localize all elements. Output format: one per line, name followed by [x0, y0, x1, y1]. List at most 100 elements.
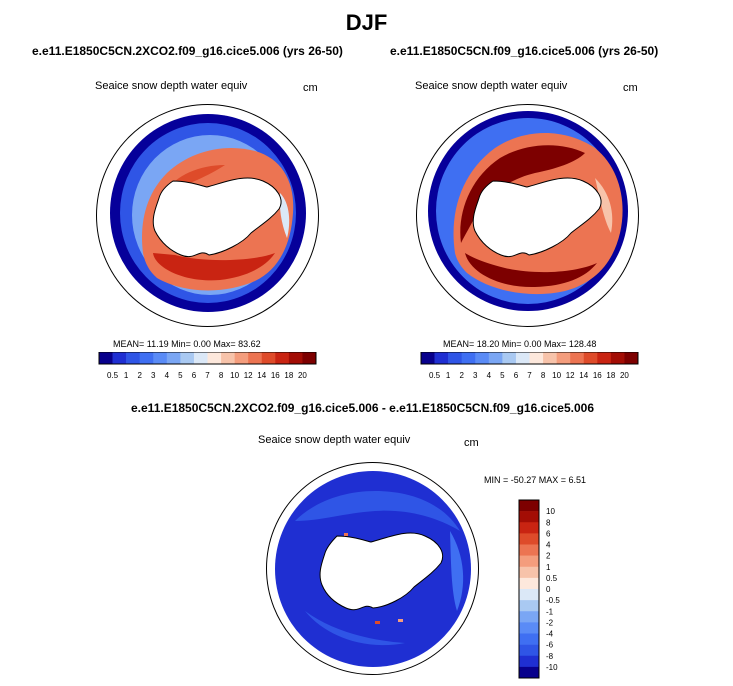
panel2-colorbar-tick-label: 0.5 [429, 371, 441, 380]
panel3-colorbar-tick-label: 8 [546, 518, 551, 527]
panel2-colorbar-tick-label: 12 [566, 371, 575, 380]
panel1-colorbar-tick-label: 2 [137, 371, 142, 380]
panel3-colorbar-swatch [519, 544, 539, 556]
panel1-colorbar: 0.5 1 2 3 4 5 6 7 8 10 12 14 16 18 20 [98, 352, 317, 380]
panel1-variable-label: Seaice snow depth water equiv [95, 80, 248, 92]
panel1-stats: MEAN= 11.19 Min= 0.00 Max= 83.62 [113, 339, 261, 349]
panel2-colorbar-swatch [434, 352, 449, 364]
panel3-colorbar-swatch [519, 644, 539, 657]
panel3-colorbar-swatch [519, 533, 539, 545]
page-title: DJF [345, 10, 388, 35]
panel2-colorbar-swatch [570, 352, 585, 364]
panel2-colorbar-tick-label: 8 [541, 371, 546, 380]
panel3-colorbar-swatch [519, 500, 539, 512]
panel3-colorbar-tick-label: -2 [546, 618, 554, 627]
panel2-units-label: cm [623, 82, 638, 94]
panel3-colorbar-swatch [519, 511, 539, 523]
panel1-colorbar-tick-label: 16 [271, 371, 280, 380]
panel3-colorbar-swatch [519, 655, 539, 668]
panel3-colorbar-swatch [519, 577, 539, 590]
panel2-colorbar-swatch [515, 352, 530, 364]
panel2-colorbar-swatch [543, 352, 557, 364]
panel3-colorbar-swatch [519, 600, 539, 612]
panel2-colorbar-swatch [610, 352, 625, 364]
panel2-colorbar-tick-label: 18 [606, 371, 615, 380]
panel1-colorbar-tick-label: 3 [151, 371, 156, 380]
panel2-colorbar-tick-label: 16 [593, 371, 602, 380]
panel1-colorbar-swatch [126, 352, 140, 364]
panel1-polar-map [96, 104, 319, 327]
panel1-colorbar-tick-label: 14 [257, 371, 266, 380]
panel2-colorbar-swatch [597, 352, 612, 364]
panel1-colorbar-tick-label: 7 [205, 371, 210, 380]
panel3-colorbar-swatch [519, 666, 539, 679]
panel1-colorbar-swatch [234, 352, 249, 364]
panel1-colorbar-border [98, 352, 317, 365]
panel2-colorbar-border [420, 352, 639, 365]
panel1-colorbar-swatch [275, 352, 290, 364]
panel3-colorbar-tick-label: -8 [546, 652, 554, 661]
panel2-colorbar-tick-label: 10 [552, 371, 561, 380]
panel1-colorbar-tick-label: 5 [178, 371, 183, 380]
panel2-colorbar-tick-label: 3 [473, 371, 478, 380]
panel3-colorbar-tick-label: 2 [546, 552, 551, 561]
panel1-colorbar-tick-label: 8 [219, 371, 224, 380]
panel3-colorbar-tick-label: 0.5 [546, 574, 558, 583]
panel3-units-label: cm [464, 437, 479, 449]
panel2-colorbar-tick-label: 2 [459, 371, 464, 380]
panel3-colorbar-border [518, 499, 540, 679]
panel3-colorbar-swatch [519, 622, 539, 634]
panel3-polar-map [266, 462, 479, 675]
panel3-variable-label: Seaice snow depth water equiv [258, 434, 411, 446]
panel1-colorbar-tick-label: 10 [230, 371, 239, 380]
panel2-colorbar-tick-label: 6 [514, 371, 519, 380]
panel3-colorbar-swatch [519, 633, 539, 645]
panel2-colorbar-swatch [448, 352, 462, 364]
panel1-colorbar-tick-label: 6 [192, 371, 197, 380]
panel3-colorbar-swatch [519, 566, 539, 579]
panel2-colorbar-tick-label: 5 [500, 371, 505, 380]
panel3-colorbar-tick-label: -6 [546, 641, 554, 650]
panel1-colorbar-tick-label: 12 [244, 371, 253, 380]
panel3-case-title: e.e11.E1850C5CN.2XCO2.f09_g16.cice5.006 … [131, 401, 594, 415]
panel2-colorbar-tick-label: 1 [446, 371, 451, 380]
panel2-colorbar-tick-label: 20 [620, 371, 629, 380]
panel1-colorbar-tick-label: 18 [284, 371, 293, 380]
panel2-case-title: e.e11.E1850C5CN.f09_g16.cice5.006 (yrs 2… [390, 44, 659, 58]
panel3-colorbar-swatch [519, 555, 539, 568]
panel1-colorbar-swatch [139, 352, 154, 364]
panel1-colorbar-swatch [153, 352, 168, 364]
panel3-colorbar-tick-label: 1 [546, 563, 551, 572]
panel3-colorbar-swatch [519, 522, 539, 534]
panel2-colorbar: 0.5 1 2 3 4 5 6 7 8 10 12 14 16 18 20 [420, 352, 639, 380]
panel1-colorbar-swatch [112, 352, 127, 364]
panel1-units-label: cm [303, 82, 318, 94]
panel1-colorbar-swatch [99, 352, 113, 364]
panel1-case-title: e.e11.E1850C5CN.2XCO2.f09_g16.cice5.006 … [32, 44, 343, 58]
panel1-colorbar-swatch [180, 352, 195, 364]
panel1-colorbar-swatch [302, 352, 317, 364]
panel3-colorbar-tick-label: 0 [546, 585, 551, 594]
panel2-variable-label: Seaice snow depth water equiv [415, 80, 568, 92]
panel2-colorbar-swatch [461, 352, 476, 364]
panel1-colorbar-tick-label: 0.5 [107, 371, 119, 380]
panel1-colorbar-tick-label: 20 [298, 371, 307, 380]
panel1-colorbar-swatch [166, 352, 181, 364]
panel3-colorbar-tick-label: -10 [546, 663, 558, 672]
panel3-colorbar-tick-label: 10 [546, 507, 555, 516]
panel2-colorbar-swatch [488, 352, 503, 364]
panel3-colorbar-tick-label: 6 [546, 529, 551, 538]
panel2-colorbar-tick-label: 7 [527, 371, 532, 380]
panel1-colorbar-tick-label: 4 [165, 371, 170, 380]
panel2-colorbar-swatch [624, 352, 639, 364]
panel3-colorbar-tick-label: 4 [546, 541, 551, 550]
panel2-colorbar-swatch [475, 352, 490, 364]
panel1-colorbar-swatch [207, 352, 222, 364]
panel2-colorbar-tick-label: 14 [579, 371, 588, 380]
panel2-colorbar-swatch [421, 352, 435, 364]
panel3-colorbar-tick-label: -4 [546, 630, 554, 639]
panel1-colorbar-swatch [288, 352, 303, 364]
panel1-colorbar-swatch [248, 352, 263, 364]
panel3-colorbar-swatch [519, 611, 539, 623]
panel2-colorbar-swatch [583, 352, 598, 364]
